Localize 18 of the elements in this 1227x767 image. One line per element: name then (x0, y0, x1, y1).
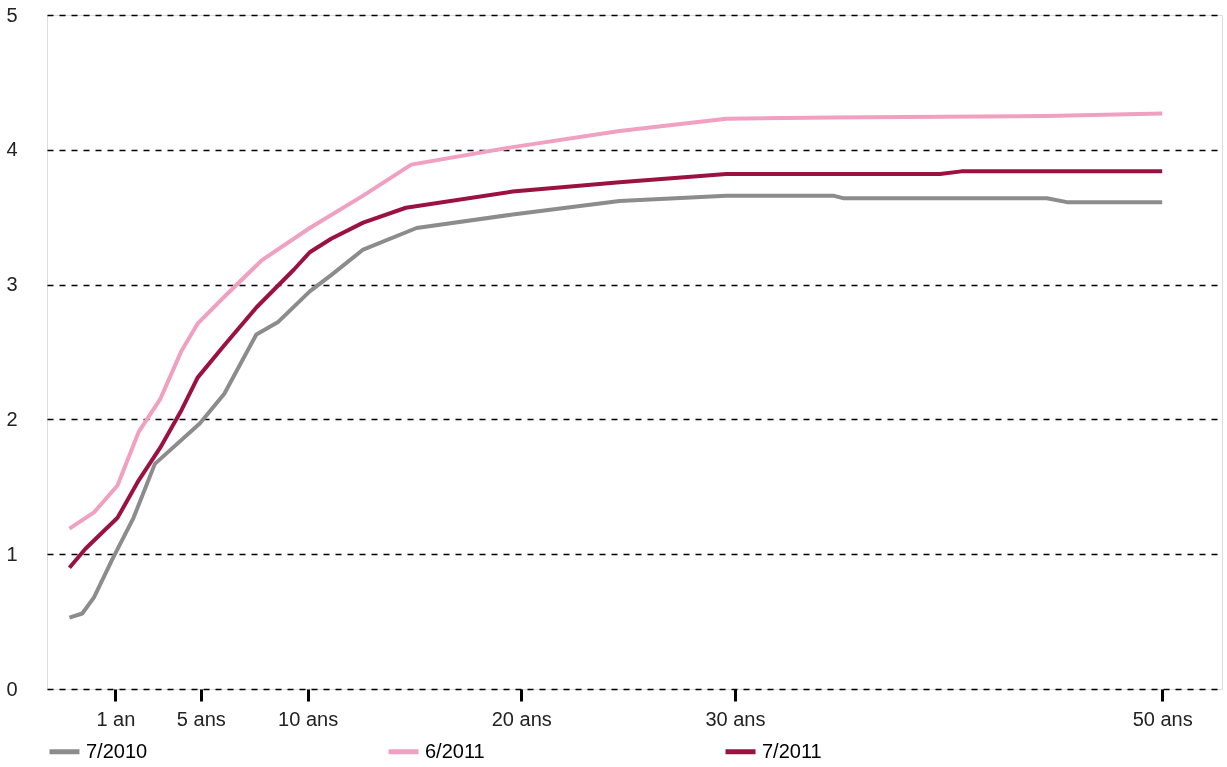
legend-label: 6/2011 (425, 739, 485, 762)
y-tick-label: 2 (6, 407, 18, 430)
y-tick-label: 0 (6, 677, 18, 700)
line-series (67, 193, 1165, 620)
y-tick-label: 4 (6, 138, 18, 161)
y-tick-label: 3 (6, 273, 18, 296)
legend-label: 7/2011 (762, 739, 822, 762)
line-series (67, 111, 1165, 531)
legend-label: 7/2010 (86, 739, 148, 762)
x-tick-label: 10 ans (278, 707, 339, 730)
x-tick-label: 20 ans (491, 707, 552, 730)
x-tick-label: 30 ans (705, 707, 766, 730)
line-series (67, 169, 1165, 570)
y-tick-label: 1 (6, 542, 18, 565)
x-tick-label: 5 ans (176, 707, 226, 730)
y-tick-label: 5 (6, 3, 18, 26)
x-tick-label: 1 an (96, 707, 136, 730)
x-tick-label: 50 ans (1132, 707, 1193, 730)
